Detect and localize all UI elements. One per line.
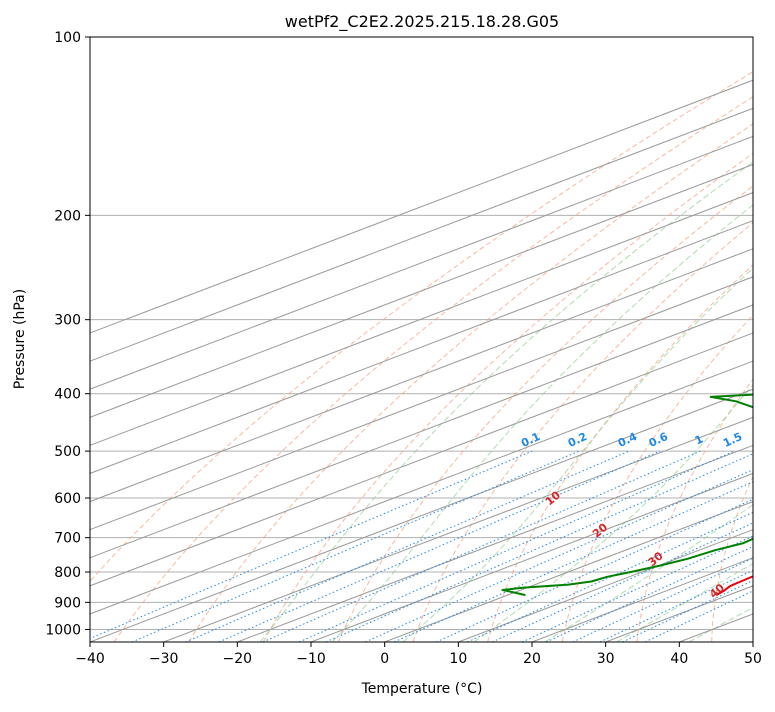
y-axis-label: Pressure (hPa) [12, 289, 28, 389]
x-tick-label: −30 [149, 651, 179, 667]
y-tick-label: 300 [54, 313, 81, 329]
chart-title: wetPf2_C2E2.2025.215.18.28.G05 [285, 12, 559, 32]
y-tick-label: 100 [54, 30, 81, 46]
x-tick-label: 40 [670, 651, 688, 667]
x-tick-label: −10 [296, 651, 326, 667]
x-tick-label: −40 [75, 651, 105, 667]
y-tick-label: 600 [54, 491, 81, 507]
isotherm [753, 37, 775, 642]
y-tick-label: 500 [54, 444, 81, 460]
y-tick-label: 800 [54, 565, 81, 581]
y-tick-label: 400 [54, 387, 81, 403]
y-tick-label: 900 [54, 595, 81, 611]
y-tick-label: 200 [54, 208, 81, 224]
x-tick-label: 30 [597, 651, 615, 667]
x-tick-label: 10 [449, 651, 467, 667]
y-tick-label: 700 [54, 531, 81, 547]
y-tick-label: 1000 [45, 622, 81, 638]
x-tick-label: 50 [744, 651, 762, 667]
x-axis-label: Temperature (°C) [361, 681, 483, 697]
x-tick-label: −20 [223, 651, 253, 667]
x-tick-label: 20 [523, 651, 541, 667]
x-tick-label: 0 [380, 651, 389, 667]
